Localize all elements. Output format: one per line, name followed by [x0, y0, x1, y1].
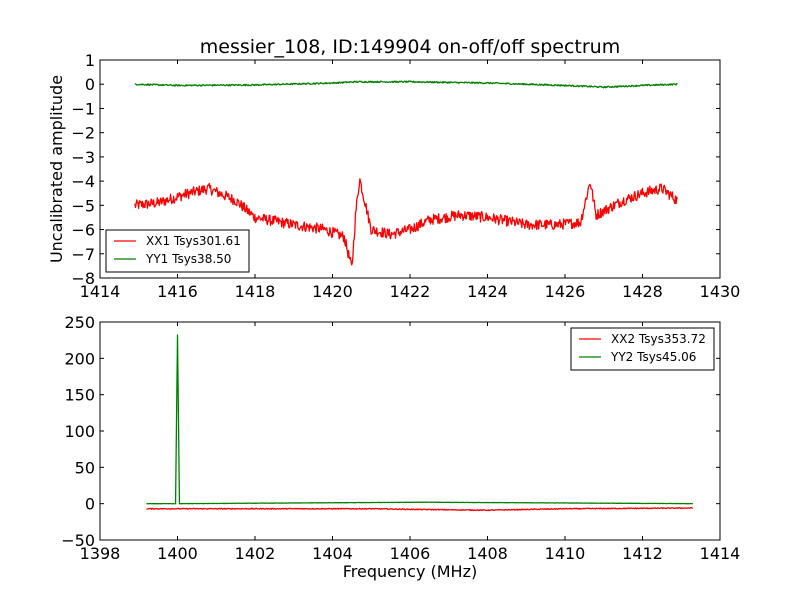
- x-tick-label: 1426: [545, 282, 586, 301]
- top-axes: 1414 1416 1418 1420 1422 1424 1426 1428 1430 1 0 −1…: [47, 51, 740, 301]
- x-tick-label: 1400: [157, 544, 198, 563]
- x-tick-label: 1428: [622, 282, 663, 301]
- bottom-axes: 1398 1400 1402 1404 1406 1408 1410 1412 1414 250 2…: [61, 313, 740, 581]
- legend-box: [570, 327, 715, 371]
- y-tick-label: −7: [71, 245, 95, 264]
- x-tick-label: 1404: [312, 544, 353, 563]
- y-tick-label: −50: [61, 531, 95, 550]
- x-tick-label: 1402: [235, 544, 276, 563]
- y-tick-label: −5: [71, 196, 95, 215]
- y-tick-label: −8: [71, 269, 95, 288]
- series-group: [134, 80, 678, 266]
- legend-label: XX1 Tsys301.61: [146, 234, 241, 248]
- y-tick-label: −2: [71, 124, 95, 143]
- y-tick-label: 150: [64, 386, 95, 405]
- series-line-xx2: [146, 506, 693, 512]
- x-tick-label: 1414: [80, 282, 121, 301]
- x-tick-label: 1422: [390, 282, 431, 301]
- y-tick-label: −3: [71, 148, 95, 167]
- x-tick-label: 1418: [235, 282, 276, 301]
- x-tick-label: 1412: [622, 544, 663, 563]
- x-tick-label: 1410: [545, 544, 586, 563]
- legend-label: YY2 Tsys45.06: [610, 350, 696, 364]
- series-line-yy2: [146, 334, 693, 505]
- legend-label: YY1 Tsys38.50: [145, 252, 231, 266]
- series-group: [146, 334, 693, 512]
- y-tick-label: −4: [71, 172, 95, 191]
- y-tick-label: 200: [64, 349, 95, 368]
- y-tick-label: 100: [64, 422, 95, 441]
- y-tick-label: 0: [85, 75, 95, 94]
- y-tick-label: 0: [85, 495, 95, 514]
- series-line-yy1: [134, 80, 678, 89]
- legend-label: XX2 Tsys353.72: [611, 332, 706, 346]
- x-tick-label: 1416: [157, 282, 198, 301]
- x-tick-label: 1420: [312, 282, 353, 301]
- y-tick-label: −1: [71, 99, 95, 118]
- x-axis-label: Frequency (MHz): [343, 562, 477, 581]
- y-tick-label: 250: [64, 313, 95, 332]
- chart-title: messier_108, ID:149904 on-off/off spectr…: [200, 36, 620, 58]
- x-tick-label: 1406: [390, 544, 431, 563]
- y-tick-label: −6: [71, 221, 95, 240]
- y-tick-label: 1: [85, 51, 95, 70]
- x-tick-label: 1430: [700, 282, 741, 301]
- x-tick-label: 1424: [467, 282, 508, 301]
- legend: XX2 Tsys353.72 YY2 Tsys45.06: [570, 327, 715, 371]
- y-tick-label: 50: [75, 458, 95, 477]
- x-tick-label: 1408: [467, 544, 508, 563]
- series-line-xx1: [134, 178, 678, 266]
- y-axis-label: Uncalibrated amplitude: [47, 75, 66, 263]
- legend: XX1 Tsys301.61 YY1 Tsys38.50: [105, 229, 250, 273]
- x-tick-label: 1398: [80, 544, 121, 563]
- legend-box: [105, 229, 250, 273]
- x-tick-label: 1414: [700, 544, 741, 563]
